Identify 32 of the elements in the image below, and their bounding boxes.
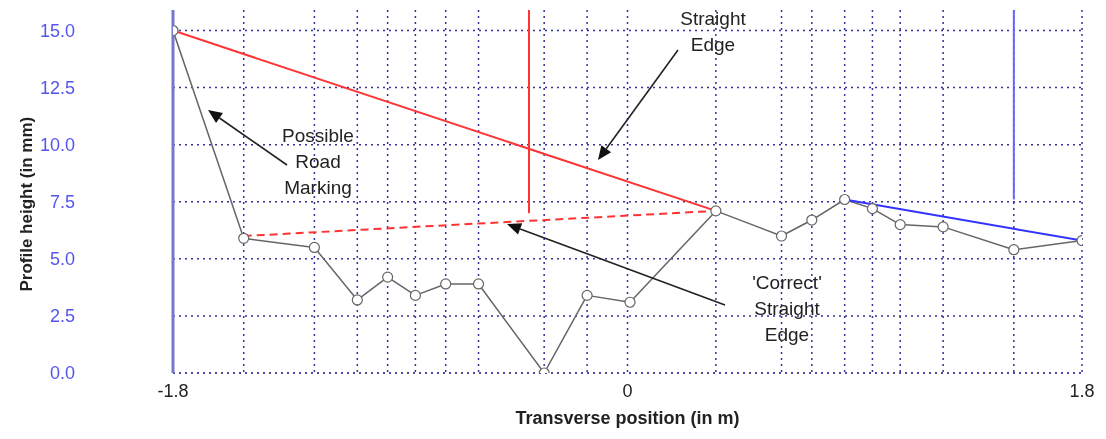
point: [440, 278, 452, 290]
point: [382, 271, 394, 283]
point: [351, 294, 363, 306]
y-tick-label: 0.0: [49, 363, 75, 384]
y-tick-label: 2.5: [49, 306, 75, 327]
annotation: Straight Edge: [680, 8, 747, 56]
point: [866, 203, 879, 215]
point: [937, 221, 949, 233]
point: [238, 232, 250, 244]
annotation: 'Correct' Straight Edge: [752, 272, 822, 346]
point: [839, 193, 851, 206]
y-tick-label: 15.0: [39, 20, 75, 41]
point: [308, 241, 320, 254]
y-tick-label: 7.5: [49, 192, 75, 213]
point: [775, 230, 788, 242]
y-tick-label: 12.5: [39, 78, 75, 99]
x-tick-label: 0: [622, 381, 633, 401]
x-tick-label: 1.8: [1069, 381, 1095, 401]
point: [581, 289, 593, 301]
point: [409, 289, 421, 301]
x-tick-label: -1.8: [157, 381, 189, 401]
point: [806, 214, 818, 226]
y-tick-label: 10.0: [39, 135, 75, 156]
point: [710, 205, 722, 217]
x-axis-title: Transverse position (in m): [515, 408, 740, 428]
point: [894, 219, 906, 231]
y-tick-label: 5.0: [49, 249, 75, 270]
point: [624, 296, 636, 308]
annotation: Possible Road Marking: [282, 125, 354, 199]
point: [1008, 244, 1020, 256]
point: [472, 278, 485, 290]
y-axis-title: Profile height (in mm): [17, 116, 37, 292]
